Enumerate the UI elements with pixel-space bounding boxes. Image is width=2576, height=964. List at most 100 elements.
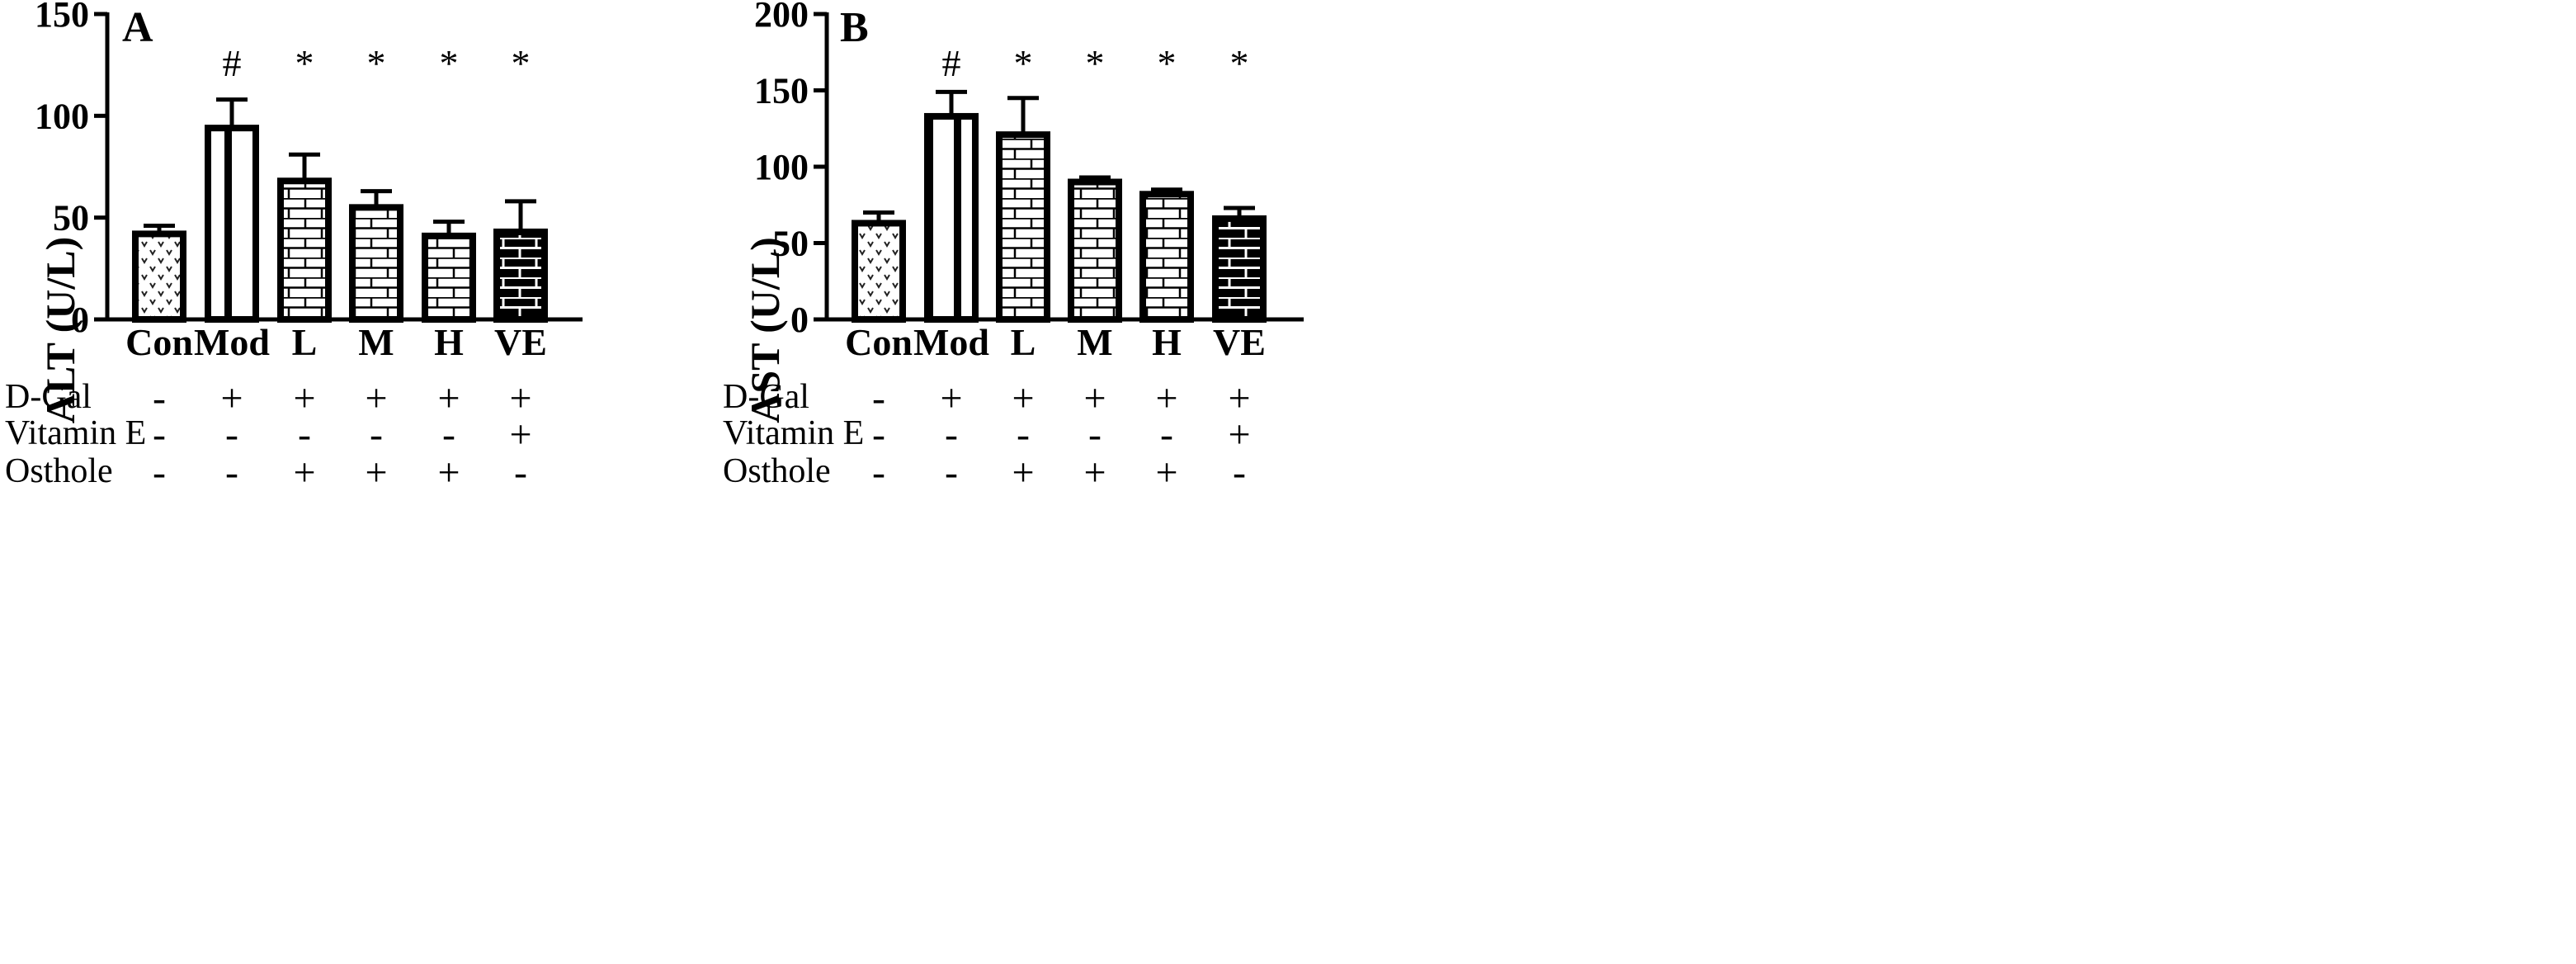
panel-b-errorbars: [863, 89, 1255, 224]
panel-b-errorbar: [1151, 187, 1182, 195]
panel-b-significance-mark: *: [1086, 42, 1105, 84]
panel-b-bar-l: [996, 131, 1050, 323]
panel-a-treatment-symbol: +: [365, 451, 387, 494]
panel-b-bar-con: [852, 220, 906, 324]
panel-a-bar-mod: [205, 125, 259, 323]
panel-a-treatment-symbol: +: [293, 376, 315, 420]
panel-a-bar-m: [349, 204, 403, 323]
panel-b-treatment-symbol: -: [1017, 413, 1030, 456]
panel-a-category-label: Con: [125, 321, 193, 363]
panel-b-treatment-name: D-Gal: [723, 378, 809, 416]
panel-b-category-label: M: [1077, 321, 1112, 363]
panel-a-errorbar: [505, 199, 536, 232]
panel-a-significance-mark: *: [295, 42, 314, 84]
panel-a-treatment-symbol: +: [220, 376, 243, 420]
panel-a-significance-mark: #: [223, 42, 242, 84]
panel-a-axes: [105, 12, 583, 322]
panel-a-category-label: Mod: [194, 321, 270, 363]
panel-a-significance-mark: *: [440, 42, 459, 84]
panel-a-category-label: H: [434, 321, 464, 363]
panel-a-categories: Con Mod L M H VE: [125, 321, 547, 363]
panel-b-treatment-symbol: +: [1155, 451, 1177, 494]
panel-b-treatment-symbol: -: [1088, 413, 1102, 456]
panel-a-significance: # * * * *: [223, 42, 531, 84]
panel-b-errorbar: [936, 89, 967, 116]
panel-b-axes: [824, 12, 1304, 322]
panel-b-treatment-symbol: -: [872, 451, 885, 494]
panel-a-treatment-symbol: -: [153, 451, 166, 494]
panel-a-treatment-symbol: -: [442, 413, 455, 456]
panel-b-category-label: L: [1011, 321, 1036, 363]
panel-a-treatment-name: D-Gal: [5, 378, 92, 416]
panel-a-treatment-symbol: -: [298, 413, 311, 456]
panel-b-ytick-label: 200: [754, 0, 809, 35]
panel-a-treatment-symbol: +: [509, 413, 531, 456]
panel-b-significance-mark: *: [1158, 42, 1177, 84]
panel-b-ylabel: AST (U/L): [742, 237, 788, 423]
panel-b-treatment-symbol: +: [940, 376, 962, 420]
panel-b-category-label: H: [1152, 321, 1182, 363]
panel-b-bars: [852, 112, 1267, 324]
panel-b-ytick-label: 50: [772, 224, 809, 264]
panel-b-ytick-label: 100: [754, 147, 809, 187]
panel-b-errorbar: [1079, 175, 1111, 182]
panel-b-errorbar: [1224, 206, 1255, 219]
panel-b-ytick-label: 0: [790, 300, 809, 340]
panel-b-bar-m: [1068, 178, 1122, 323]
panel-a-ytick-label: 150: [35, 0, 89, 35]
panel-a-treatment-symbol: -: [370, 413, 383, 456]
panel-a-treatment-symbol: -: [225, 451, 238, 494]
panel-b-treatment-symbol: +: [1083, 376, 1106, 420]
panel-a-bars: [132, 125, 548, 323]
panel-b-treatment-symbol: +: [1012, 451, 1034, 494]
panel-a-treatment-symbol: +: [365, 376, 387, 420]
panel-b-significance-mark: *: [1230, 42, 1249, 84]
panel-a-category-label: VE: [494, 321, 547, 363]
panel-b-errorbar: [863, 210, 894, 224]
panel-b-label: B: [840, 4, 869, 51]
panel-a-ticks: 0 50 100 150: [35, 0, 107, 340]
panel-a-ytick-label: 100: [35, 96, 89, 136]
panel-b-bar-h: [1139, 191, 1194, 323]
panel-b-treatment-name: Osthole: [723, 452, 831, 490]
panel-a-bar-l: [277, 177, 332, 323]
panel-b-treatment-symbol: -: [1160, 413, 1173, 456]
panel-b-treatment-symbol: -: [945, 413, 958, 456]
panel-a-treatment-symbol: -: [225, 413, 238, 456]
panel-b-treatment-symbol: -: [872, 413, 885, 456]
panel-b-treatment-symbol: +: [1228, 376, 1250, 420]
panel-b: AST (U/L) B 0 50 100 150 200 # * * * * Con Mod L M H…: [723, 0, 1304, 494]
panel-a-errorbar: [216, 97, 248, 129]
panel-a-category-label: L: [292, 321, 318, 363]
panel-b-treatment-name: Vitamin E: [723, 414, 864, 452]
panel-a-ytick-label: 50: [53, 198, 89, 239]
panel-b-treatment-symbol: +: [1228, 413, 1250, 456]
panel-b-ticks: 0 50 100 150 200: [754, 0, 827, 340]
panel-b-treatment-symbol: -: [1233, 451, 1246, 494]
panel-b-treatment-symbol: +: [1083, 451, 1106, 494]
panel-b-significance-mark: *: [1014, 42, 1033, 84]
panel-b-category-label: Con: [845, 321, 913, 363]
panel-a-bar-con: [132, 230, 186, 323]
panel-a-significance-mark: *: [512, 42, 531, 84]
panel-b-treatment-symbol: +: [1155, 376, 1177, 420]
panel-b-categories: Con Mod L M H VE: [845, 321, 1266, 363]
panel-b-treatment-symbol: -: [945, 451, 958, 494]
panel-a-treatment-name: Vitamin E: [5, 414, 146, 452]
panel-a-errorbar: [289, 152, 320, 182]
panel-b-ytick-label: 150: [754, 71, 809, 111]
panel-a-ylabel: ALT (U/L): [37, 237, 83, 423]
panel-a-errorbar: [433, 220, 465, 236]
panel-a-errorbar: [144, 224, 175, 234]
panel-a-errorbar: [361, 189, 392, 208]
panel-b-errorbar: [1007, 96, 1039, 135]
panel-a-treatment-symbol: -: [153, 376, 166, 420]
panel-a-label: A: [122, 4, 153, 51]
panel-a-ytick-label: 0: [71, 300, 89, 340]
panel-b-category-label: Mod: [913, 321, 989, 363]
panel-a-errorbars: [144, 97, 536, 236]
panel-a-treatment-name: Osthole: [5, 452, 113, 490]
panel-b-treatment-symbol: -: [872, 376, 885, 420]
